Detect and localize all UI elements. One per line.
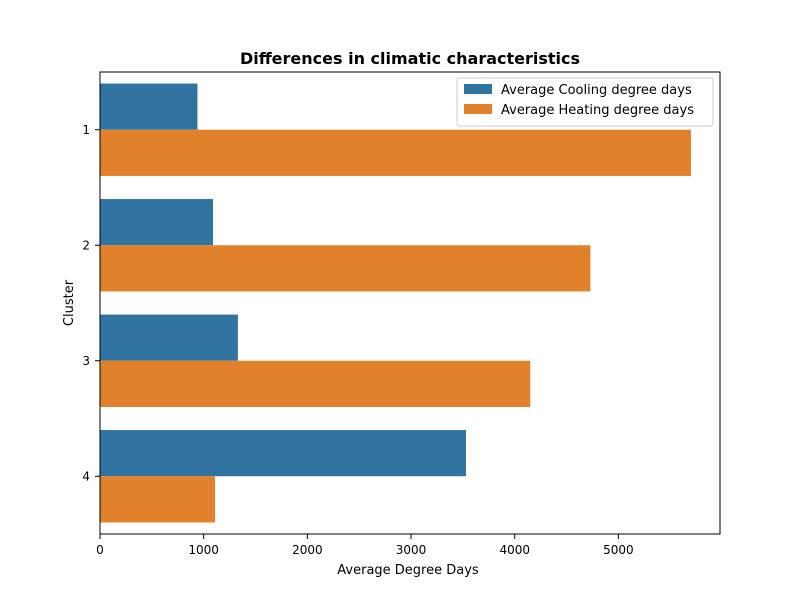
- x-tick-label: 3000: [396, 543, 427, 557]
- y-tick-label: 2: [82, 238, 90, 252]
- bar-cluster-4-series-1: [100, 430, 466, 477]
- legend-swatch: [464, 84, 492, 94]
- bar-cluster-2-series-1: [100, 199, 214, 246]
- legend-label: Average Heating degree days: [501, 103, 694, 118]
- bar-cluster-1-series-1: [100, 83, 198, 130]
- x-axis-ticks: 0 1000 2000 3000 4000 5000: [96, 534, 634, 557]
- x-tick-label: 5000: [603, 543, 634, 557]
- bar-cluster-1-series-2: [100, 129, 691, 176]
- bar-cluster-3-series-2: [100, 360, 531, 407]
- x-tick-label: 2000: [292, 543, 323, 557]
- y-axis-label: Cluster: [62, 279, 77, 326]
- bar-cluster-3-series-1: [100, 314, 238, 361]
- y-tick-label: 3: [82, 354, 90, 368]
- x-axis-label: Average Degree Days: [337, 563, 479, 578]
- x-tick-label: 0: [96, 543, 104, 557]
- bars-group: [100, 83, 691, 523]
- y-axis-ticks: 1 2 3 4: [82, 123, 100, 483]
- chart-title: Differences in climatic characteristics: [240, 49, 580, 68]
- legend-swatch: [464, 104, 492, 114]
- plot-frame: [99, 71, 721, 535]
- x-tick-label: 4000: [499, 543, 530, 557]
- bar-cluster-2-series-2: [100, 245, 591, 292]
- bar-cluster-4-series-2: [100, 476, 216, 523]
- legend-label: Average Cooling degree days: [501, 83, 692, 98]
- legend: Average Cooling degree days Average Heati…: [456, 77, 714, 127]
- y-tick-label: 4: [82, 469, 90, 483]
- y-tick-label: 1: [82, 123, 90, 137]
- x-tick-label: 1000: [188, 543, 219, 557]
- legend-frame: [456, 77, 714, 127]
